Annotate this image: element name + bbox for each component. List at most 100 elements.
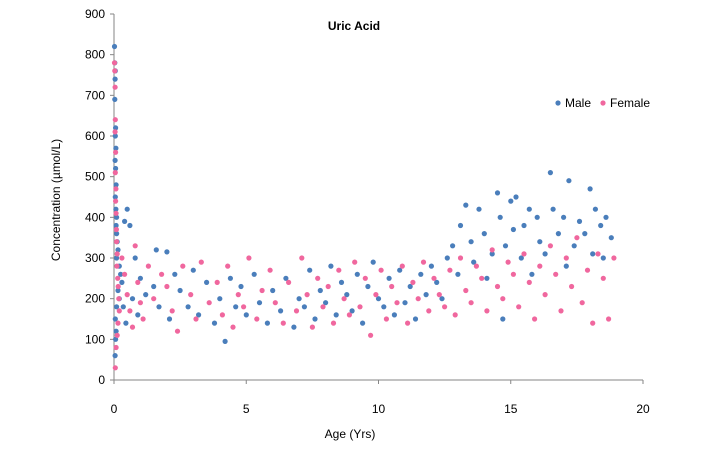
data-point-male bbox=[508, 198, 514, 204]
data-point-female bbox=[368, 332, 374, 338]
data-point-male bbox=[471, 259, 477, 265]
data-point-male bbox=[323, 300, 329, 306]
data-point-male bbox=[450, 243, 456, 249]
data-point-female bbox=[112, 129, 118, 135]
data-point-male bbox=[489, 251, 495, 257]
data-point-male bbox=[112, 353, 118, 359]
data-point-male bbox=[455, 271, 461, 277]
data-point-male bbox=[264, 320, 270, 326]
data-point-male bbox=[111, 43, 118, 50]
data-point-female bbox=[452, 312, 458, 318]
data-point-female bbox=[132, 243, 138, 249]
data-point-male bbox=[463, 202, 469, 208]
data-point-female bbox=[145, 263, 151, 269]
data-point-female bbox=[193, 316, 199, 322]
data-point-male bbox=[603, 214, 609, 220]
data-point-female bbox=[436, 292, 442, 298]
data-point-male bbox=[127, 222, 133, 229]
data-point-male bbox=[177, 287, 183, 294]
data-point-female bbox=[510, 271, 516, 277]
data-point-female bbox=[442, 304, 448, 310]
data-point-male bbox=[222, 338, 228, 344]
data-point-male bbox=[397, 267, 403, 273]
data-point-male bbox=[510, 226, 516, 233]
data-point-male bbox=[233, 304, 239, 310]
data-point-male bbox=[444, 255, 450, 261]
data-point-female bbox=[113, 149, 119, 155]
data-point-female bbox=[373, 292, 379, 298]
data-point-male bbox=[190, 267, 196, 273]
data-point-female bbox=[479, 275, 485, 281]
data-point-female bbox=[114, 332, 120, 338]
data-point-female bbox=[590, 320, 596, 326]
data-point-female bbox=[114, 263, 120, 269]
data-point-male bbox=[608, 235, 614, 241]
data-point-female bbox=[124, 292, 130, 298]
data-point-male bbox=[113, 165, 119, 172]
data-point-female bbox=[235, 292, 241, 298]
data-point-male bbox=[484, 275, 490, 281]
data-point-female bbox=[600, 275, 606, 281]
legend-marker-male bbox=[555, 100, 561, 106]
data-point-male bbox=[112, 194, 118, 200]
x-tick-label: 15 bbox=[504, 402, 518, 416]
legend: Male Female bbox=[555, 96, 650, 110]
legend-label-female: Female bbox=[610, 96, 650, 110]
data-point-male bbox=[164, 249, 170, 255]
data-point-male bbox=[217, 296, 223, 302]
data-point-male bbox=[124, 206, 130, 212]
x-tick-label: 5 bbox=[243, 402, 250, 416]
data-point-female bbox=[164, 283, 170, 290]
data-point-male bbox=[500, 316, 506, 322]
y-tick-label: 900 bbox=[85, 7, 105, 21]
data-point-female bbox=[114, 239, 120, 245]
data-point-male bbox=[428, 263, 434, 269]
data-point-male bbox=[365, 283, 371, 290]
data-point-female bbox=[579, 300, 585, 306]
data-point-male bbox=[576, 218, 583, 224]
data-point-male bbox=[317, 287, 323, 294]
data-point-female bbox=[325, 283, 331, 290]
data-point-female bbox=[137, 300, 143, 306]
y-axis-ticks: 0 100 200 300 400 500 600 700 800 900 bbox=[85, 7, 114, 387]
data-point-female bbox=[473, 263, 479, 269]
data-point-male bbox=[518, 255, 524, 261]
data-point-female bbox=[174, 328, 181, 334]
data-point-male bbox=[166, 316, 173, 322]
data-point-female bbox=[553, 271, 559, 277]
data-point-female bbox=[484, 308, 490, 314]
axes bbox=[113, 14, 643, 381]
data-point-female bbox=[494, 283, 501, 290]
data-point-male bbox=[135, 312, 141, 318]
data-point-male bbox=[153, 247, 159, 253]
y-tick-label: 200 bbox=[85, 292, 105, 306]
y-axis-label: Concentration (µmol/L) bbox=[49, 139, 63, 261]
data-point-female bbox=[230, 324, 236, 330]
data-point-male bbox=[497, 214, 503, 220]
data-point-female bbox=[431, 275, 437, 281]
y-tick-label: 800 bbox=[85, 48, 105, 62]
x-tick-label: 0 bbox=[111, 402, 118, 416]
y-tick-label: 300 bbox=[85, 251, 105, 265]
data-point-female bbox=[320, 304, 326, 310]
data-point-female bbox=[309, 324, 315, 330]
data-point-female bbox=[113, 226, 119, 233]
y-tick-label: 400 bbox=[85, 210, 105, 224]
data-point-female bbox=[115, 275, 121, 281]
data-point-male bbox=[301, 304, 307, 310]
data-point-male bbox=[113, 336, 119, 342]
data-point-female bbox=[426, 308, 432, 314]
data-point-female bbox=[574, 235, 580, 241]
data-point-male bbox=[542, 251, 548, 257]
data-point-female bbox=[336, 267, 342, 273]
data-point-female bbox=[214, 279, 220, 285]
data-point-male bbox=[196, 312, 202, 318]
chart-title: Uric Acid bbox=[328, 19, 380, 33]
data-point-female bbox=[159, 271, 165, 277]
data-point-female bbox=[304, 292, 310, 298]
data-point-male bbox=[112, 157, 118, 163]
data-point-female bbox=[129, 324, 136, 330]
data-point-female bbox=[112, 68, 118, 74]
data-point-male bbox=[112, 133, 118, 139]
